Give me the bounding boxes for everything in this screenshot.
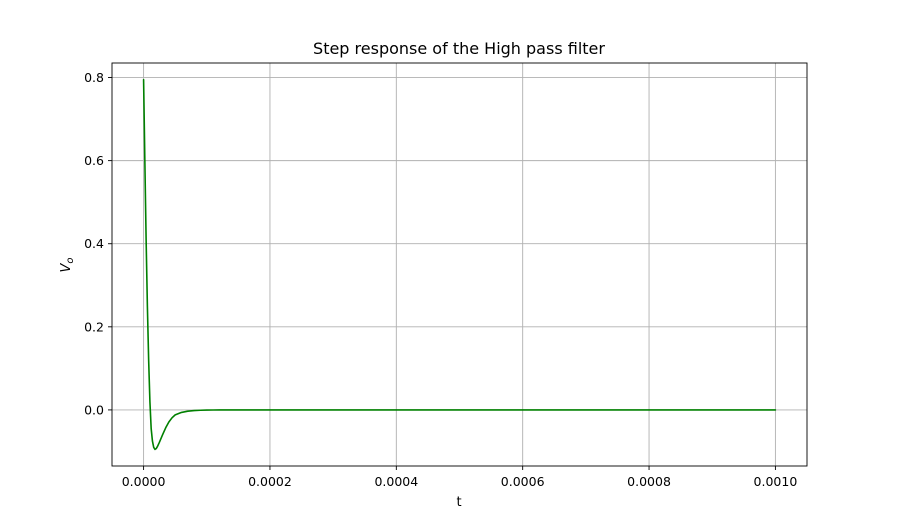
- x-tick-label: 0.0000: [122, 474, 166, 489]
- y-tick-label: 0.8: [84, 70, 104, 85]
- x-tick-label: 0.0010: [754, 474, 798, 489]
- x-tick-label: 0.0008: [627, 474, 671, 489]
- x-tick-label: 0.0006: [501, 474, 545, 489]
- plot-lines: [142, 78, 777, 451]
- y-tick-label: 0.6: [84, 153, 104, 168]
- x-axis-label: t: [456, 495, 461, 510]
- y-tick-label: 0.0: [84, 402, 104, 417]
- y-axis-label-subscript: o: [65, 257, 76, 263]
- grid-lines: [112, 63, 807, 466]
- y-axis-label-main: V: [59, 263, 74, 273]
- axis-ticks: 0.0000 0.0002 0.0004 0.0006 0.0008 0.0010 0.0 0…: [84, 70, 797, 489]
- y-tick-label: 0.4: [84, 236, 104, 251]
- y-tick-label: 0.2: [84, 319, 104, 334]
- y-axis-label: Vo: [59, 257, 76, 272]
- x-tick-label: 0.0002: [248, 474, 292, 489]
- plot-frame: [111, 62, 808, 467]
- chart-title: Step response of the High pass filter: [313, 39, 605, 58]
- x-tick-label: 0.0004: [374, 474, 418, 489]
- series-line: [142, 78, 777, 451]
